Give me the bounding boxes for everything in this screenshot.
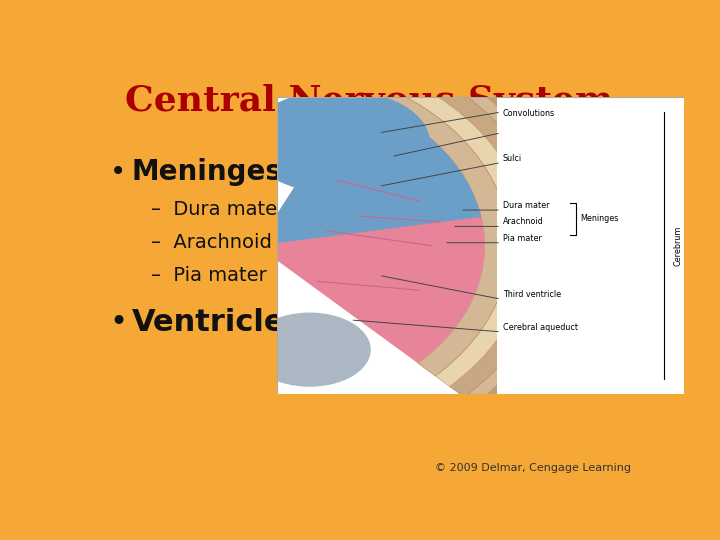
Text: –  Dura mater: – Dura mater <box>151 200 286 219</box>
Wedge shape <box>257 95 481 246</box>
Text: Sulci: Sulci <box>503 153 522 163</box>
Text: Third ventricle: Third ventricle <box>503 290 561 299</box>
Wedge shape <box>372 52 550 397</box>
Wedge shape <box>257 95 485 363</box>
Text: –  Arachnoid membrane: – Arachnoid membrane <box>151 233 385 252</box>
Wedge shape <box>353 79 509 376</box>
Text: Central Nervous System: Central Nervous System <box>125 84 613 118</box>
Text: Ventricles: Ventricles <box>132 308 304 337</box>
Wedge shape <box>387 36 574 409</box>
Wedge shape <box>364 65 529 387</box>
Text: •: • <box>109 158 126 186</box>
Text: Convolutions: Convolutions <box>503 109 555 118</box>
Text: Cerebrum: Cerebrum <box>673 226 683 266</box>
Text: Meninges: Meninges <box>132 158 283 186</box>
Text: Pia mater: Pia mater <box>503 234 542 243</box>
Bar <box>497 97 652 394</box>
Text: Cerebral aqueduct: Cerebral aqueduct <box>503 323 578 332</box>
Text: Arachnoid: Arachnoid <box>503 218 544 226</box>
Ellipse shape <box>248 313 371 387</box>
Text: Dura mater: Dura mater <box>503 201 549 210</box>
Wedge shape <box>381 43 564 404</box>
Text: –  Pia mater: – Pia mater <box>151 266 267 286</box>
Text: •: • <box>109 308 127 337</box>
Text: © 2009 Delmar, Cengage Learning: © 2009 Delmar, Cengage Learning <box>436 463 631 473</box>
Text: Meninges: Meninges <box>580 214 618 224</box>
Ellipse shape <box>247 90 430 194</box>
